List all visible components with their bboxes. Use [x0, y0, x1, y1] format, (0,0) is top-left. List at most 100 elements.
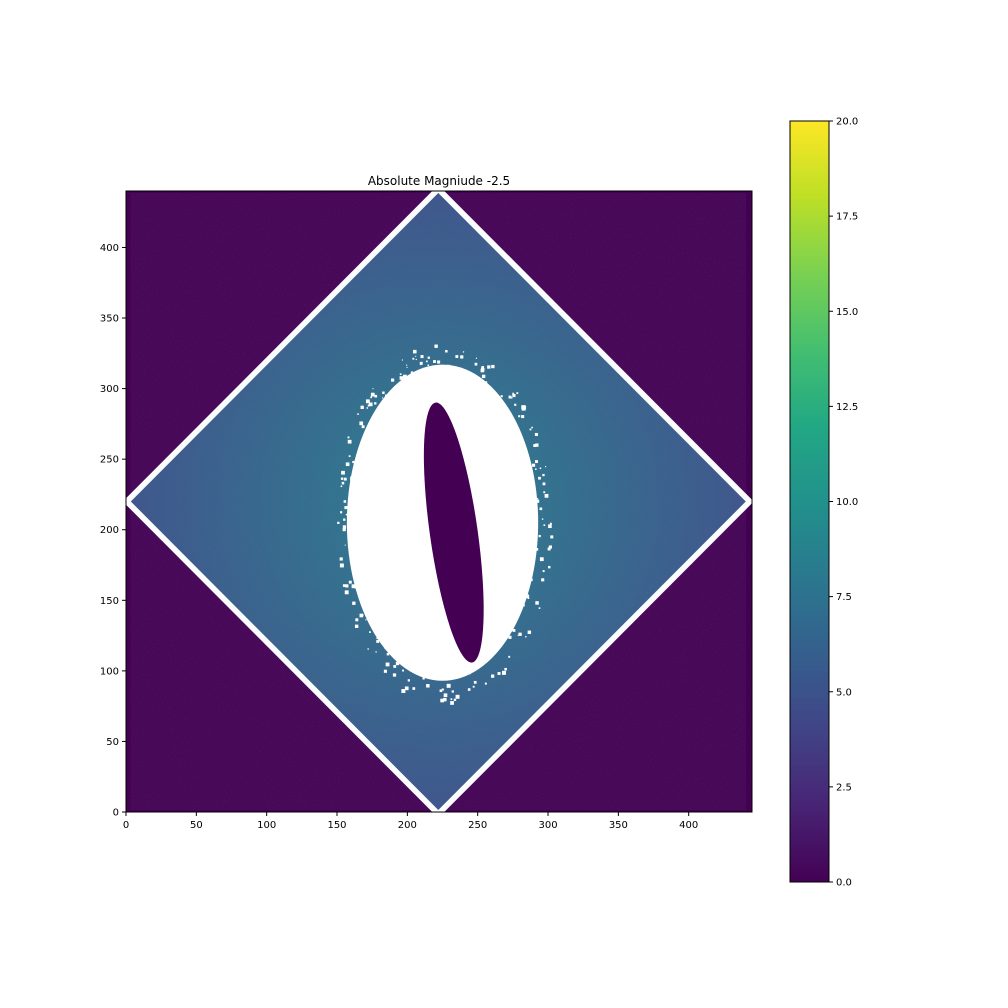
halo-speck: [531, 573, 533, 575]
halo-speck: [506, 625, 509, 627]
halo-speck: [522, 604, 525, 607]
halo-speck: [350, 476, 353, 480]
halo-speck: [399, 376, 404, 380]
halo-speck: [472, 382, 477, 387]
halo-speck: [455, 355, 459, 358]
x-tick-label: 300: [538, 820, 557, 831]
halo-speck: [367, 614, 371, 617]
halo-speck: [365, 399, 370, 404]
halo-speck: [401, 689, 406, 694]
halo-speck: [402, 669, 404, 672]
halo-speck: [484, 381, 488, 385]
halo-speck: [538, 607, 541, 609]
halo-speck: [368, 437, 370, 439]
halo-speck: [508, 635, 512, 639]
colorbar-tick-label: 0.0: [836, 878, 852, 889]
halo-speck: [525, 636, 527, 638]
halo-speck: [508, 395, 512, 399]
halo-speck: [345, 462, 350, 467]
halo-speck: [492, 644, 496, 647]
halo-speck: [368, 401, 370, 403]
halo-speck: [354, 624, 359, 628]
halo-speck: [368, 402, 373, 407]
halo-speck: [354, 586, 356, 589]
halo-speck: [545, 466, 547, 468]
halo-speck: [385, 394, 388, 398]
colorbar-tick-label: 20.0: [836, 117, 858, 128]
halo-speck: [345, 513, 348, 516]
halo-speck: [541, 578, 545, 582]
halo-speck: [535, 460, 538, 464]
colorbar-tick-label: 12.5: [836, 402, 858, 413]
halo-speck: [467, 688, 471, 691]
x-axis: 0 50 100 150 200 250 300 350 400: [123, 812, 698, 831]
halo-speck: [348, 455, 351, 458]
y-tick-label: 150: [100, 596, 119, 607]
halo-speck: [485, 652, 488, 655]
halo-speck: [384, 407, 386, 409]
halo-speck: [445, 350, 448, 353]
halo-speck: [443, 697, 447, 702]
halo-speck: [407, 679, 410, 682]
x-tick-label: 200: [398, 820, 417, 831]
halo-speck: [393, 665, 397, 668]
halo-speck: [512, 393, 516, 398]
halo-speck: [425, 374, 427, 376]
halo-speck: [426, 684, 430, 688]
halo-speck: [374, 394, 378, 398]
halo-speck: [474, 362, 478, 366]
halo-speck: [472, 379, 474, 381]
colorbar: 0.0 2.5 5.0 7.5 10.0 12.5 15.0 17.5 20.0: [789, 117, 858, 889]
halo-speck: [539, 507, 543, 511]
halo-speck: [480, 367, 485, 372]
halo-speck: [372, 388, 374, 390]
halo-speck: [528, 485, 532, 489]
halo-speck: [484, 682, 487, 685]
halo-speck: [371, 610, 375, 614]
halo-speck: [535, 601, 539, 605]
halo-speck: [342, 525, 347, 529]
colorbar-tick-label: 15.0: [836, 307, 858, 318]
halo-speck: [350, 540, 352, 543]
halo-speck: [374, 402, 377, 405]
halo-speck: [339, 563, 344, 568]
halo-speck: [342, 528, 346, 532]
halo-speck: [392, 673, 397, 677]
halo-speck: [548, 565, 551, 569]
halo-speck: [366, 600, 369, 603]
halo-speck: [481, 374, 486, 379]
halo-speck: [497, 671, 501, 675]
halo-speck: [359, 613, 364, 618]
halo-speck: [340, 511, 343, 514]
halo-speck: [529, 428, 532, 431]
halo-speck: [412, 687, 416, 690]
halo-speck: [342, 584, 346, 587]
y-tick-label: 200: [100, 525, 119, 536]
halo-speck: [521, 415, 525, 419]
halo-speck: [450, 701, 454, 705]
halo-speck: [370, 392, 375, 397]
halo-speck: [339, 557, 343, 561]
halo-speck: [377, 636, 381, 640]
halo-speck: [420, 370, 424, 374]
halo-speck: [518, 632, 522, 636]
halo-speck: [532, 475, 534, 477]
chart-title: Absolute Magniude -2.5: [368, 174, 510, 188]
halo-speck: [480, 382, 483, 385]
halo-speck: [410, 371, 414, 374]
halo-speck: [518, 601, 521, 604]
halo-speck: [446, 683, 451, 688]
halo-speck: [427, 356, 430, 359]
halo-speck: [502, 407, 505, 410]
halo-speck: [406, 364, 408, 366]
halo-speck: [543, 491, 546, 494]
halo-speck: [441, 688, 444, 691]
halo-speck: [460, 355, 464, 359]
halo-speck: [548, 545, 553, 549]
halo-speck: [387, 653, 389, 655]
halo-speck: [337, 521, 340, 525]
colorbar-axis: 0.0 2.5 5.0 7.5 10.0 12.5 15.0 17.5 20.0: [829, 117, 858, 889]
halo-speck: [406, 366, 408, 368]
halo-speck: [376, 640, 380, 643]
halo-speck: [350, 478, 353, 482]
